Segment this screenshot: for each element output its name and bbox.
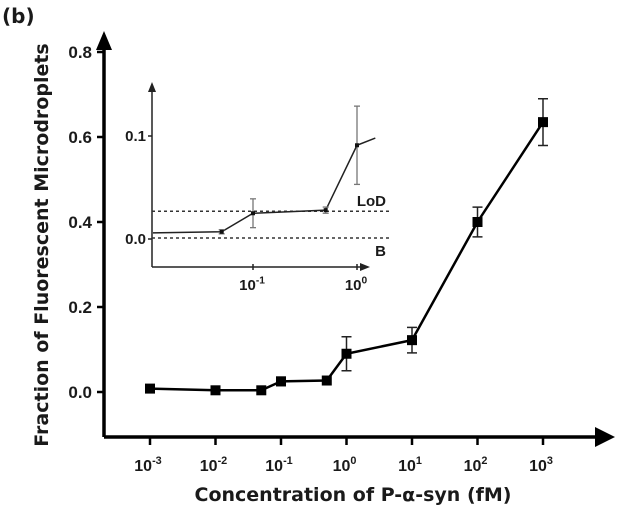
tick-exponent: -1	[283, 455, 293, 467]
series-main	[145, 98, 548, 396]
tick-base: 10	[464, 458, 482, 475]
tick-base: 10	[529, 458, 547, 475]
tick-exponent: 3	[547, 455, 553, 467]
inset-x-tick-label: 10-1	[239, 275, 265, 294]
tick-base: 10	[265, 458, 283, 475]
data-point	[321, 375, 332, 386]
tick-exponent: 0	[350, 455, 356, 467]
x-tick-label: 100	[333, 455, 357, 475]
y-axis-arrow-icon	[96, 31, 112, 50]
tick-base: 10	[200, 458, 218, 475]
tick-exponent: 0	[362, 275, 368, 286]
y-tick-label: 0.2	[68, 298, 92, 317]
data-point	[210, 385, 221, 396]
y-ticks: 0.0 0.2 0.4 0.6 0.8	[68, 43, 104, 402]
tick-exponent: -3	[152, 455, 162, 467]
inset-y-axis-arrow-icon	[148, 82, 156, 92]
x-tick-label: 102	[464, 455, 488, 475]
x-tick-label: 10-1	[265, 455, 292, 475]
inset-series-line	[152, 137, 376, 234]
reference-line-label: B	[375, 243, 386, 260]
inset-data-point	[219, 229, 224, 234]
panel-label: (b)	[2, 4, 35, 28]
y-tick-label: 0.8	[68, 43, 92, 62]
data-point	[256, 385, 267, 396]
y-axis-title: Fraction of Fluorescent Microdroplets	[31, 43, 53, 446]
y-tick-label: 0.0	[68, 383, 92, 402]
reference-line-label: LoD	[357, 193, 386, 210]
tick-base: 10	[239, 277, 256, 294]
data-point	[341, 348, 352, 359]
inset-y-tick-label: 0.0	[125, 231, 146, 248]
series-inset	[152, 105, 376, 235]
x-axis-arrow-icon	[595, 427, 615, 447]
data-point	[472, 217, 483, 227]
tick-base: 10	[345, 277, 362, 294]
x-axis-title: Concentration of P-α-syn (fM)	[195, 484, 512, 506]
inset-x-ticks: 10-1 100	[239, 264, 368, 294]
main-axes	[96, 31, 615, 447]
tick-exponent: 1	[416, 455, 422, 467]
tick-base: 10	[333, 458, 351, 475]
data-point	[145, 383, 155, 394]
inset-y-tick-label: 0.1	[125, 128, 146, 145]
inset-data-point	[355, 143, 359, 148]
y-tick-label: 0.6	[68, 128, 92, 147]
tick-base: 10	[398, 458, 416, 475]
x-tick-label: 10-2	[200, 455, 227, 475]
inset-x-axis-arrow-icon	[360, 263, 370, 271]
inset-axes	[148, 82, 370, 271]
x-tick-label: 10-3	[134, 455, 161, 475]
x-ticks: 10-3 10-2 10-1 100 101 102 103	[134, 437, 553, 475]
data-point	[407, 335, 417, 346]
y-tick-label: 0.4	[68, 213, 92, 232]
tick-exponent: -1	[256, 275, 265, 286]
inset-reference-lines: LoD B	[152, 193, 392, 260]
inset-x-tick-label: 100	[345, 275, 368, 294]
tick-exponent: 2	[481, 455, 487, 467]
inset-data-point	[323, 208, 328, 213]
tick-exponent: -2	[218, 455, 228, 467]
tick-base: 10	[134, 458, 152, 475]
x-tick-label: 101	[398, 455, 422, 475]
data-point	[276, 376, 286, 387]
data-point	[538, 117, 548, 128]
inset-data-point	[251, 211, 255, 216]
x-tick-label: 103	[529, 455, 553, 475]
inset-y-ticks: 0.0 0.1	[125, 128, 152, 248]
